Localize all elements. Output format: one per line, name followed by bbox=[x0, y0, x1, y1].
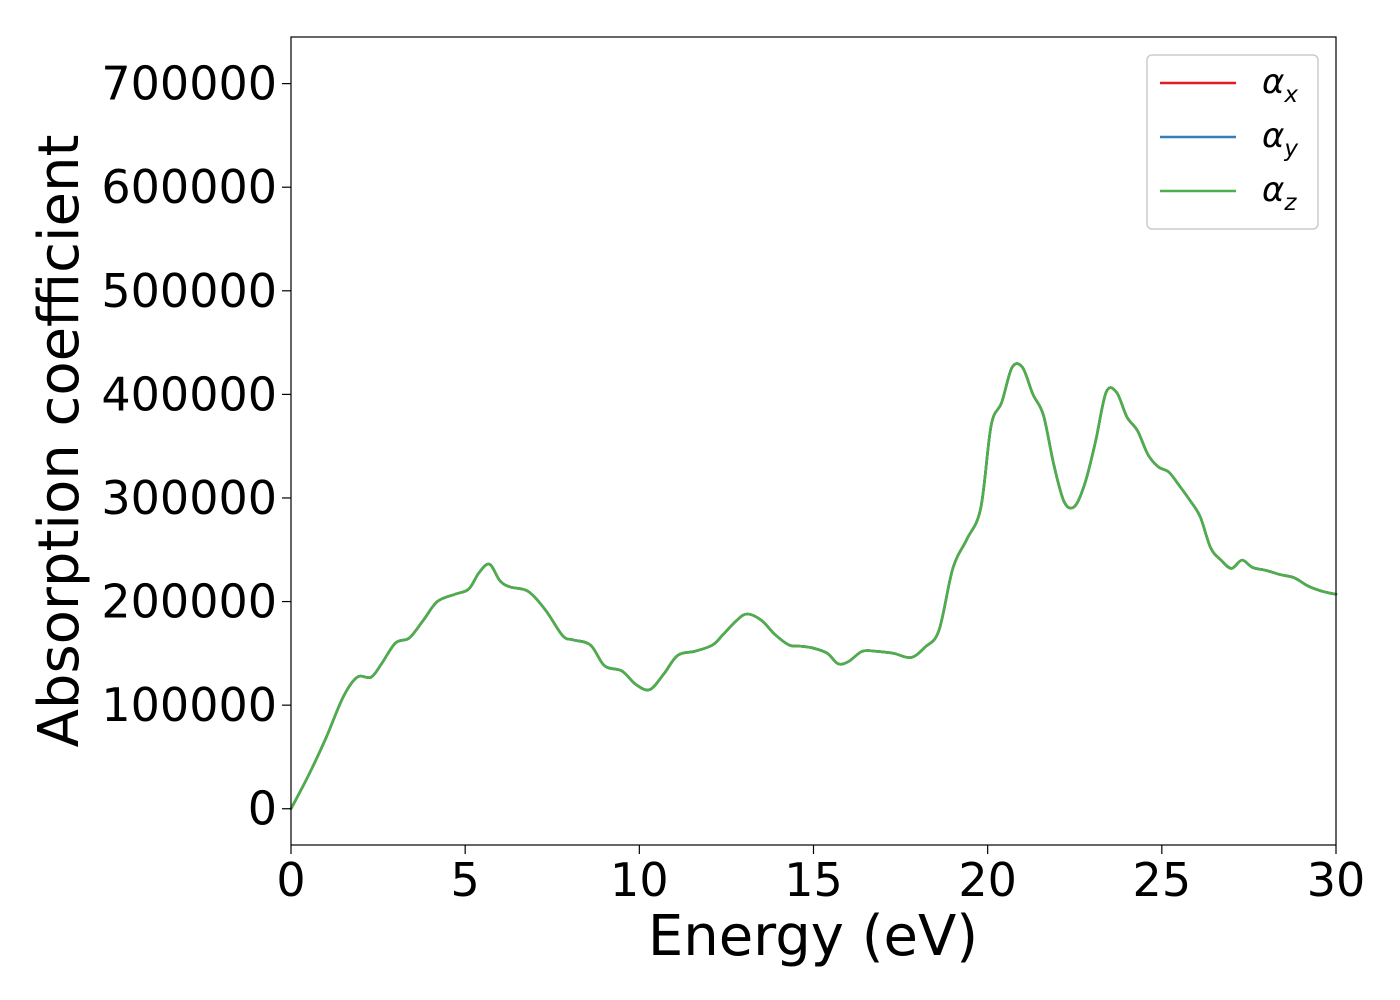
y-tick-label: 600000 bbox=[101, 160, 277, 214]
y-tick-label: 400000 bbox=[101, 367, 277, 421]
y-tick-label: 700000 bbox=[101, 57, 277, 111]
legend-label-alpha-y: αy bbox=[1262, 116, 1298, 162]
series-layer bbox=[289, 362, 1338, 811]
legend-label-alpha-z: αz bbox=[1262, 170, 1297, 216]
legend-label-subscript: y bbox=[1283, 136, 1298, 162]
x-axis-ticks: 0 5 10 15 20 25 30 bbox=[276, 845, 1365, 907]
y-axis-title: Absorption coefficient bbox=[27, 135, 92, 748]
y-tick-label: 500000 bbox=[101, 264, 277, 318]
legend-box bbox=[1146, 54, 1319, 230]
y-tick-label: 100000 bbox=[101, 678, 277, 732]
x-tick-label: 0 bbox=[276, 853, 305, 907]
legend-label-base: α bbox=[1262, 116, 1284, 156]
y-tick-label: 0 bbox=[248, 782, 277, 836]
series-line-alpha-z bbox=[289, 362, 1338, 811]
x-tick-label: 10 bbox=[610, 853, 669, 907]
legend-label-subscript: z bbox=[1283, 190, 1297, 216]
x-tick-label: 5 bbox=[451, 853, 480, 907]
y-axis-ticks: 0 100000 200000 300000 400000 500000 600000 700… bbox=[101, 57, 291, 836]
x-tick-label: 15 bbox=[784, 853, 843, 907]
x-tick-label: 20 bbox=[958, 853, 1017, 907]
legend-label-base: α bbox=[1262, 62, 1284, 102]
y-tick-label: 300000 bbox=[101, 471, 277, 525]
legend-label-base: α bbox=[1262, 170, 1284, 210]
x-tick-label: 25 bbox=[1133, 853, 1192, 907]
x-axis-title: Energy (eV) bbox=[648, 904, 978, 969]
legend-label-alpha-x: αx bbox=[1262, 62, 1298, 108]
x-tick-label: 30 bbox=[1307, 853, 1366, 907]
y-tick-label: 200000 bbox=[101, 575, 277, 629]
legend-label-subscript: x bbox=[1283, 82, 1298, 108]
